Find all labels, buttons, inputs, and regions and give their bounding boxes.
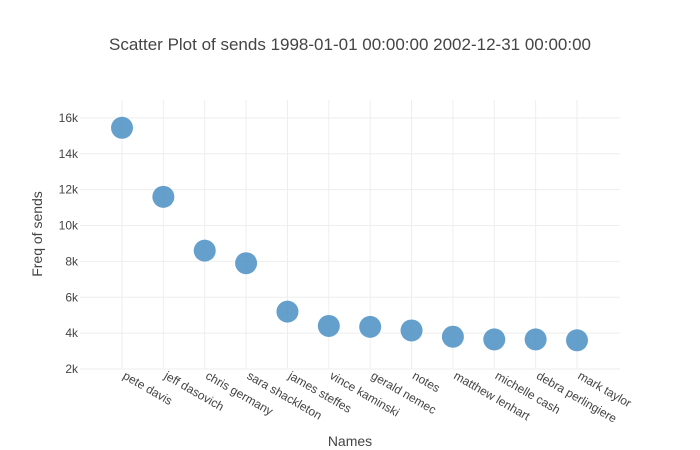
data-point[interactable] [441, 325, 464, 348]
data-point[interactable] [359, 315, 382, 338]
data-point[interactable] [235, 252, 258, 275]
data-point[interactable] [276, 300, 299, 323]
y-tick-label: 6k [65, 290, 79, 304]
y-tick-label: 12k [59, 183, 79, 197]
y-tick-labels: 2k 4k 6k 8k 10k 12k 14k 16k [59, 111, 79, 376]
y-tick-label: 10k [59, 219, 79, 233]
grid-lines [80, 100, 620, 370]
y-tick-label: 8k [65, 254, 79, 268]
data-points [111, 116, 588, 352]
y-tick-label: 2k [65, 362, 79, 376]
data-point[interactable] [400, 319, 423, 342]
chart-title: Scatter Plot of sends 1998-01-01 00:00:0… [109, 35, 591, 54]
data-point[interactable] [524, 328, 547, 351]
y-tick-label: 4k [65, 326, 79, 340]
data-point[interactable] [152, 185, 175, 208]
x-axis-title: Names [328, 433, 372, 449]
y-tick-label: 16k [59, 111, 79, 125]
data-point[interactable] [317, 314, 340, 337]
data-point[interactable] [193, 239, 216, 262]
data-point[interactable] [111, 116, 133, 139]
data-point[interactable] [566, 329, 588, 352]
y-tick-label: 14k [59, 147, 79, 161]
y-axis-title: Freq of sends [29, 191, 45, 277]
data-point[interactable] [483, 328, 506, 351]
